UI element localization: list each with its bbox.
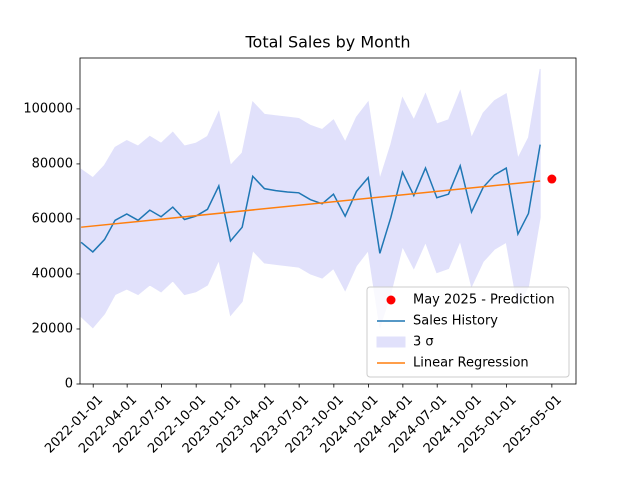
sigma-band: [80, 68, 541, 329]
prediction-point: [547, 174, 557, 184]
y-tick-label: 0: [65, 377, 73, 392]
y-tick-label: 40000: [32, 266, 73, 281]
axes-frame: [79, 57, 577, 385]
series-line: [80, 144, 541, 254]
y-tick-label: 100000: [23, 101, 73, 116]
legend-label: 3 σ: [413, 335, 434, 350]
series-line: [81, 180, 541, 228]
y-tick-label: 60000: [32, 211, 73, 226]
legend-label: Sales History: [413, 314, 498, 329]
legend: May 2025 - Prediction Sales History 3 σ Lin…: [366, 286, 570, 378]
y-tick-label: 80000: [32, 156, 73, 171]
legend-label: May 2025 - Prediction: [413, 293, 555, 308]
legend-label: Linear Regression: [413, 356, 529, 371]
legend-swatch: [376, 336, 406, 348]
legend-box: [366, 286, 570, 378]
chart-title: Total Sales by Month: [245, 33, 411, 52]
y-tick-label: 20000: [32, 321, 73, 336]
legend-swatch: [386, 295, 396, 305]
